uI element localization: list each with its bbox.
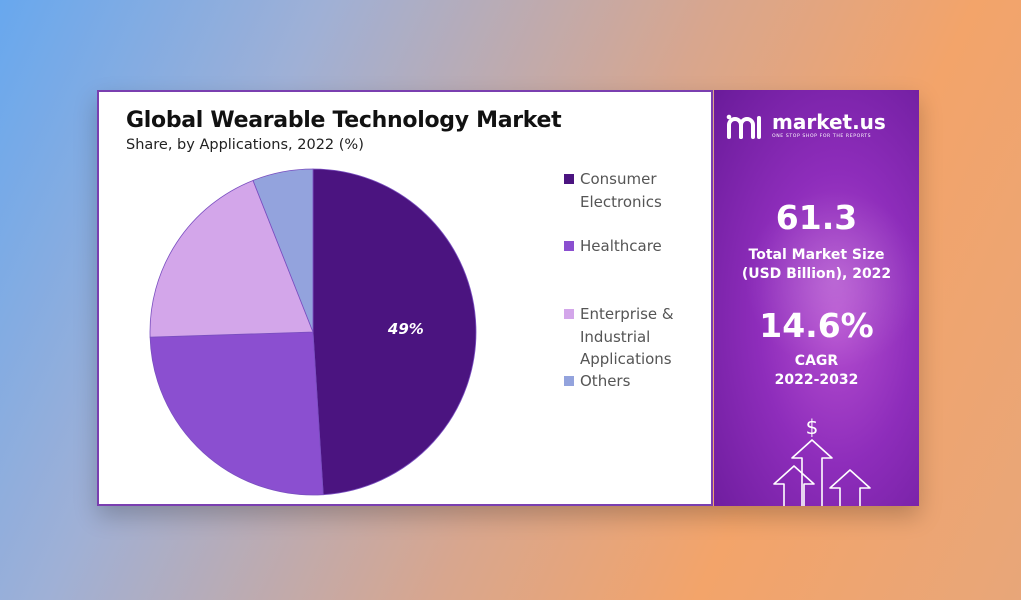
- legend-item-others: Others: [564, 370, 630, 393]
- legend-item-enterprise-industrial: Enterprise & Industrial Applications: [564, 303, 674, 371]
- market-summary-panel: market.us ONE STOP SHOP FOR THE REPORTS …: [714, 90, 919, 506]
- legend-label: Healthcare: [580, 237, 662, 255]
- chart-subtitle: Share, by Applications, 2022 (%): [126, 137, 364, 153]
- legend-item-healthcare: Healthcare: [564, 235, 662, 258]
- legend-swatch: [564, 309, 574, 319]
- chart-panel: 49% Global Wearable Technology Market Sh…: [97, 90, 713, 506]
- market-size-label: Total Market Size (USD Billion), 2022: [741, 247, 892, 282]
- chart-title: Global Wearable Technology Market: [126, 108, 562, 133]
- pie-slice-3: [252, 168, 314, 333]
- cagr-label: CAGR 2022-2032: [774, 353, 859, 388]
- pie-slice-2: [149, 179, 314, 338]
- pie-chart: 49%: [149, 168, 477, 496]
- chart-legend: Consumer Electronics Healthcare Enterpri…: [564, 168, 704, 398]
- pie-slice-0: [312, 168, 477, 496]
- legend-label: Enterprise & Industrial Applications: [580, 305, 674, 368]
- pie-slice-1: [149, 331, 324, 496]
- svg-text:$: $: [806, 415, 819, 439]
- legend-swatch: [564, 174, 574, 184]
- background-glow: [744, 190, 919, 370]
- market-size-value: 61.3: [775, 198, 858, 237]
- legend-swatch: [564, 241, 574, 251]
- infographic-card: 49% Global Wearable Technology Market Sh…: [97, 90, 919, 506]
- legend-label: Others: [580, 372, 631, 390]
- legend-swatch: [564, 376, 574, 386]
- brand-name: market.us: [772, 110, 886, 134]
- legend-label: Consumer Electronics: [580, 170, 662, 211]
- legend-item-consumer-electronics: Consumer Electronics: [564, 168, 662, 213]
- dollar-arrows-icon: $: [773, 415, 871, 506]
- brand-tagline: ONE STOP SHOP FOR THE REPORTS: [772, 134, 872, 139]
- market-us-logo-icon: [726, 114, 761, 139]
- cagr-value: 14.6%: [759, 306, 874, 345]
- pie-data-label-0: 49%: [387, 320, 424, 338]
- brand-logo: market.us ONE STOP SHOP FOR THE REPORTS: [726, 112, 886, 139]
